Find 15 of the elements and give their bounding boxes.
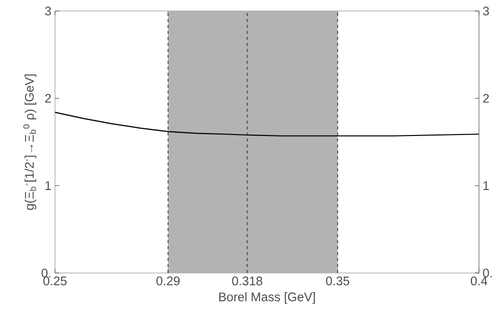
text: g(Ξ$_{b}$$^{-}$[1/2$^{-}$]→Ξ$_{b}$$^{0}$ ρ) [GeV] [23, 74, 36, 210]
y2-tick-label: 1 [483, 181, 489, 190]
x-tick-label: 0.4 [470, 276, 488, 286]
x-tick-label: 0.318 [232, 276, 262, 286]
y2-tick-label: 3 [483, 6, 489, 16]
y-tick-label: 2 [45, 94, 51, 103]
x-axis-title: Borel Mass [GeV] [219, 292, 315, 304]
x-tick-label: 0.35 [326, 276, 350, 286]
y-tick-label: 3 [45, 6, 51, 16]
y2-tick-label: 2 [483, 94, 489, 103]
y-tick-label: 1 [46, 181, 51, 190]
x-tick-label: 0.29 [156, 276, 180, 286]
y2-tick-label: 0. [483, 268, 492, 278]
x-tick-label: 0.25 [43, 276, 67, 286]
y-tick-label: 0. [42, 268, 50, 278]
